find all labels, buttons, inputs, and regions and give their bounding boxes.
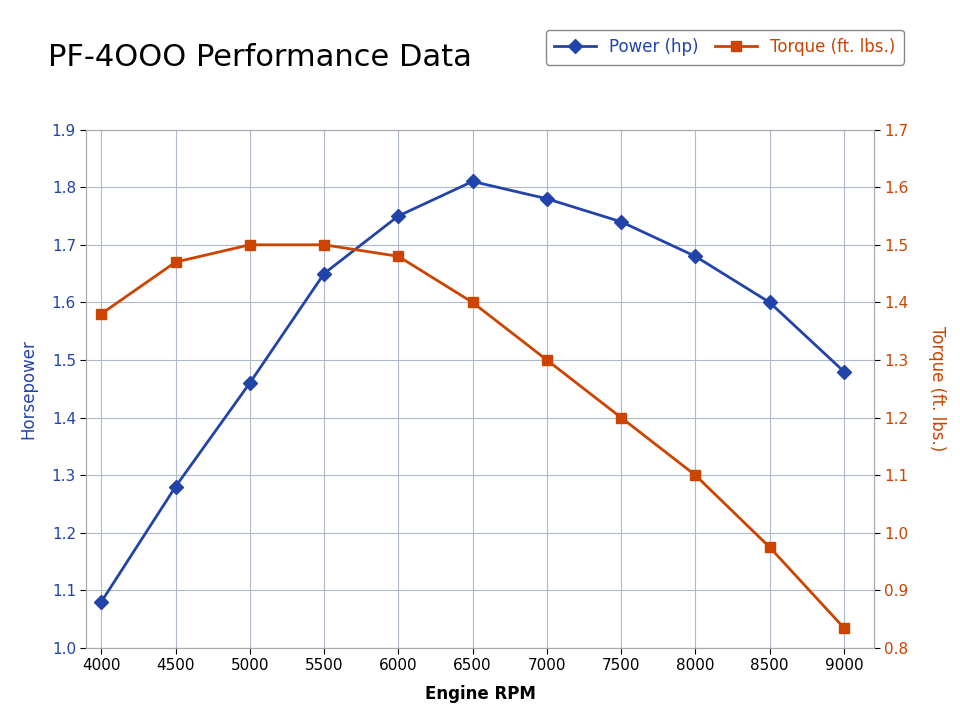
Torque (ft. lbs.) [689,471,701,480]
Y-axis label: Horsepower: Horsepower [20,339,37,438]
Torque (ft. lbs.) [319,240,330,249]
Line: Torque (ft. lbs.): Torque (ft. lbs.) [96,240,849,633]
Torque (ft. lbs.) [95,310,107,318]
Torque (ft. lbs.) [764,543,776,552]
Torque (ft. lbs.) [541,356,553,364]
Torque (ft. lbs.) [170,258,181,266]
Power (hp) [95,598,107,606]
Power (hp) [838,367,850,376]
Legend: Power (hp), Torque (ft. lbs.): Power (hp), Torque (ft. lbs.) [545,30,903,65]
Torque (ft. lbs.) [393,252,404,261]
Power (hp) [170,482,181,491]
Torque (ft. lbs.) [244,240,255,249]
Power (hp) [319,269,330,278]
Text: PF-4OOO Performance Data: PF-4OOO Performance Data [48,43,472,72]
Power (hp) [541,194,553,203]
Power (hp) [467,177,478,186]
Torque (ft. lbs.) [615,413,627,422]
Power (hp) [615,217,627,226]
Power (hp) [393,212,404,220]
Torque (ft. lbs.) [838,624,850,632]
Power (hp) [689,252,701,261]
Torque (ft. lbs.) [467,298,478,307]
Y-axis label: Torque (ft. lbs.): Torque (ft. lbs.) [927,326,946,451]
Power (hp) [244,379,255,387]
Line: Power (hp): Power (hp) [96,176,849,607]
Power (hp) [764,298,776,307]
X-axis label: Engine RPM: Engine RPM [424,685,536,703]
